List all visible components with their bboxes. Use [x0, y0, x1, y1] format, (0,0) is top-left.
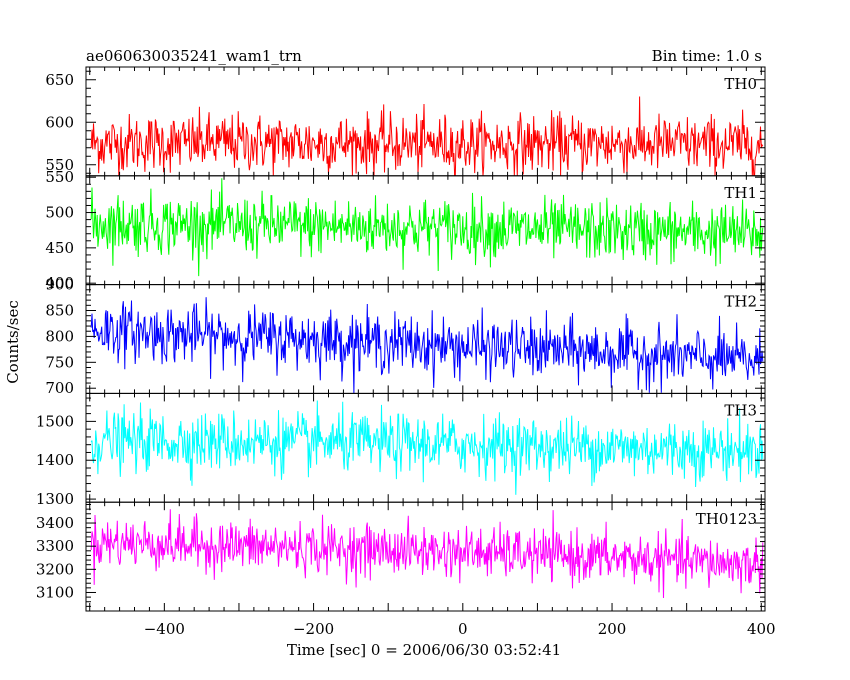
y-tick-label: 3200 [36, 560, 74, 578]
y-tick-label: 450 [45, 239, 74, 257]
y-axis-label: Counts/sec [4, 300, 22, 384]
y-tick-label: 650 [45, 71, 74, 89]
y-tick-label: 900 [45, 276, 74, 294]
y-tick-label: 550 [45, 168, 74, 186]
panel-label: TH2 [724, 293, 757, 311]
panel-label: TH1 [724, 184, 757, 202]
panel-frame [85, 501, 766, 612]
y-tick-label: 1500 [36, 412, 74, 430]
y-tick-label: 700 [45, 379, 74, 397]
panel-th0: 550 600 650 TH0 [45, 66, 766, 177]
panel-label: TH0 [724, 75, 757, 93]
panel-th2: 700 750 800 850 900 TH2 [45, 276, 766, 397]
panel-label: TH0123 [696, 510, 757, 528]
chart-title: ae060630035241_wam1_trn [86, 47, 302, 65]
y-tick-label: 1400 [36, 451, 74, 469]
y-tick-label: 850 [45, 302, 74, 320]
y-tick-label: 600 [45, 113, 74, 131]
y-tick-label: 500 [45, 204, 74, 222]
x-tick-label: 0 [458, 620, 468, 638]
x-tick-label: 200 [598, 620, 627, 638]
panel-th1: 400 450 500 550 TH1 [45, 168, 766, 292]
panel-frame [85, 284, 766, 394]
x-axis: −400 −200 0 200 400 [144, 620, 776, 638]
series-th3 [90, 400, 764, 495]
chart-subtitle: Bin time: 1.0 s [652, 47, 762, 65]
x-tick-label: −200 [293, 620, 334, 638]
y-tick-label: 3100 [36, 583, 74, 601]
series-th2 [90, 297, 764, 394]
panels-group: 550 600 650 TH0 400 450 500 550 TH1 700 750 800 850 9… [36, 66, 766, 612]
panel-frame [85, 66, 766, 177]
y-tick-label: 3400 [36, 514, 74, 532]
x-axis-label: Time [sec] 0 = 2006/06/30 03:52:41 [287, 641, 561, 659]
y-tick-label: 1300 [36, 490, 74, 508]
series-th0123 [90, 509, 764, 599]
y-tick-label: 800 [45, 327, 74, 345]
y-tick-label: 550 [45, 156, 74, 174]
series-th1 [90, 178, 764, 277]
y-tick-label: 750 [45, 353, 74, 371]
y-tick-label: 3300 [36, 537, 74, 555]
panel-th0123: 3100 3200 3300 3400 TH0123 [36, 501, 766, 612]
x-tick-label: −400 [144, 620, 185, 638]
panel-th3: 1300 1400 1500 TH3 [36, 392, 766, 508]
y-tick-label: 400 [45, 274, 74, 292]
panel-label: TH3 [724, 401, 757, 419]
x-tick-label: 400 [747, 620, 776, 638]
series-th0 [90, 96, 764, 176]
